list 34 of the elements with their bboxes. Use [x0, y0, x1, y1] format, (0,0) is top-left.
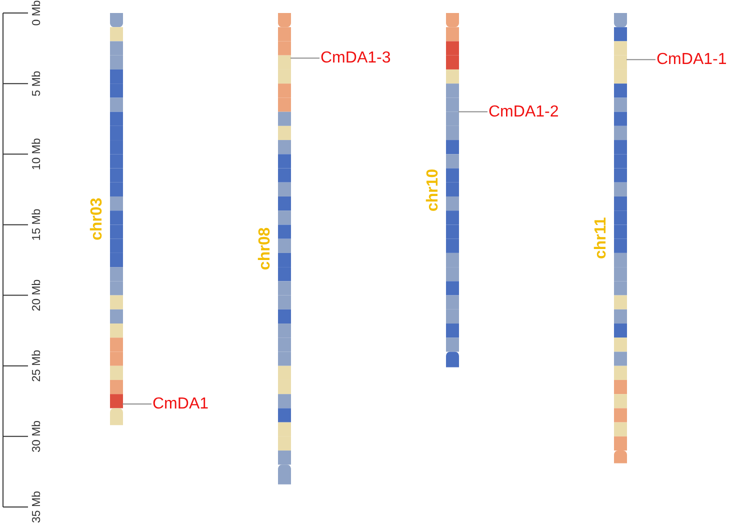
y-tick-label: 5 Mb — [31, 70, 43, 96]
bar — [614, 352, 627, 366]
y-tick-label: 25 Mb — [31, 350, 43, 382]
bar — [614, 324, 627, 338]
bar — [614, 422, 627, 436]
bar — [446, 338, 459, 352]
y-tick-label: 30 Mb — [31, 420, 43, 452]
x-tick-label: chr10 — [424, 168, 442, 212]
bar — [446, 324, 459, 338]
annotation: CmDA1 — [152, 395, 209, 412]
annotation: CmDA1-1 — [656, 51, 727, 68]
y-tick-label: 10 Mb — [31, 138, 43, 170]
x-tick-label: chr08 — [256, 227, 274, 270]
bar — [614, 98, 627, 112]
y-tick-label: 35 Mb — [31, 491, 43, 523]
bar — [110, 309, 123, 324]
annotation: CmDA1-2 — [488, 103, 559, 120]
bar — [614, 126, 627, 140]
y-tick-label: 0 Mb — [31, 0, 43, 26]
bar — [614, 309, 627, 324]
x-tick-label: chr03 — [88, 198, 106, 240]
y-tick-label: 20 Mb — [31, 279, 43, 312]
y-tick-label: 15 Mb — [31, 208, 43, 241]
x-tick-label: chr11 — [592, 217, 610, 260]
bar — [614, 366, 627, 380]
bar — [110, 366, 123, 380]
bar — [614, 380, 627, 394]
bar — [614, 84, 627, 98]
annotation: CmDA1-3 — [320, 50, 391, 67]
bar — [110, 380, 123, 394]
bar — [446, 69, 459, 84]
bar — [110, 98, 123, 112]
bar — [446, 140, 459, 154]
bar — [278, 224, 291, 239]
